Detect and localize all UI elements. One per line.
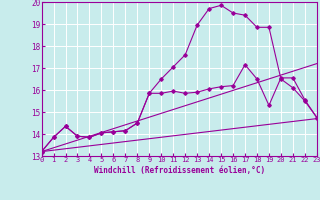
X-axis label: Windchill (Refroidissement éolien,°C): Windchill (Refroidissement éolien,°C)	[94, 166, 265, 175]
